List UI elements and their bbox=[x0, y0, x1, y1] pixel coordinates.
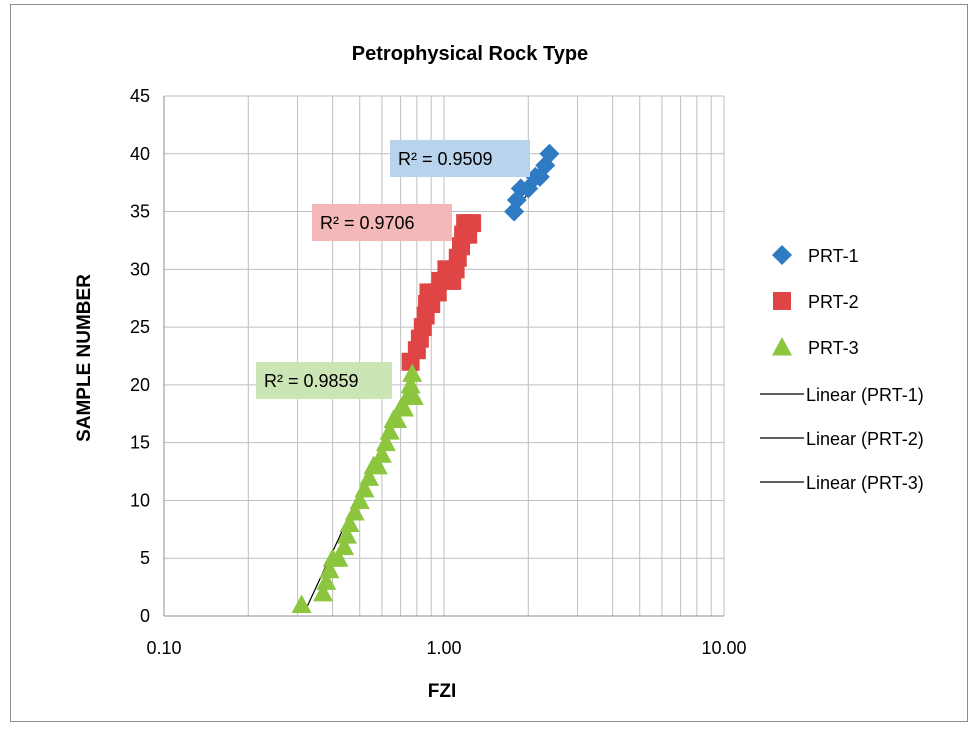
data-point-prt-3 bbox=[336, 525, 357, 544]
data-point-prt-3 bbox=[328, 548, 349, 567]
r2-label: R² = 0.9509 bbox=[398, 149, 493, 169]
legend-entry: PRT-2 bbox=[808, 292, 859, 312]
tick-labels: 0 5 10 15 20 25 30 35 40 45 0.10 1.00 10.00 bbox=[130, 86, 747, 658]
y-tick-label: 5 bbox=[140, 548, 150, 568]
data-point-prt-3 bbox=[387, 409, 408, 429]
legend: PRT-1 PRT-2 PRT-3 Linear (PRT-1) Linear (PRT… bbox=[760, 245, 924, 493]
data-point-prt-3 bbox=[339, 513, 360, 533]
y-tick-label: 35 bbox=[130, 202, 150, 222]
chart-frame bbox=[10, 4, 968, 722]
y-tick-label: 0 bbox=[140, 606, 150, 626]
data-point-prt-3 bbox=[394, 398, 415, 417]
r2-label: R² = 0.9706 bbox=[320, 213, 415, 233]
x-tick-label: 0.10 bbox=[146, 638, 181, 658]
data-point-prt-3 bbox=[403, 386, 424, 405]
data-point-prt-3 bbox=[371, 444, 392, 463]
legend-entry: Linear (PRT-1) bbox=[806, 385, 924, 405]
data-point-prt-3 bbox=[313, 582, 334, 602]
data-point-prt-3 bbox=[400, 374, 421, 394]
y-tick-label: 10 bbox=[130, 490, 150, 510]
x-tick-label: 1.00 bbox=[426, 638, 461, 658]
y-axis-title: SAMPLE NUMBER bbox=[74, 274, 95, 442]
data-points bbox=[291, 143, 560, 613]
r2-label-box bbox=[312, 204, 452, 241]
legend-entry: Linear (PRT-3) bbox=[806, 473, 924, 493]
data-point-prt-1 bbox=[539, 143, 560, 164]
data-point-prt-3 bbox=[359, 467, 380, 486]
data-point-prt-3 bbox=[319, 559, 340, 579]
grid bbox=[163, 95, 725, 617]
data-point-prt-3 bbox=[375, 432, 396, 452]
y-tick-label: 40 bbox=[130, 144, 150, 164]
legend-entry: Linear (PRT-2) bbox=[806, 429, 924, 449]
legend-entry: PRT-1 bbox=[808, 246, 859, 266]
data-point-prt-3 bbox=[334, 536, 355, 556]
r2-labels: R² = 0.9509 R² = 0.9706 R² = 0.9859 bbox=[256, 140, 530, 399]
x-tick-label: 10.00 bbox=[701, 638, 746, 658]
y-tick-label: 30 bbox=[130, 259, 150, 279]
data-point-prt-3 bbox=[291, 594, 312, 613]
y-tick-label: 20 bbox=[130, 375, 150, 395]
data-point-prt-3 bbox=[344, 502, 365, 521]
data-point-prt-3 bbox=[316, 571, 337, 590]
data-point-prt-3 bbox=[379, 421, 400, 440]
data-point-prt-3 bbox=[367, 455, 388, 475]
data-point-prt-3 bbox=[354, 478, 375, 498]
r2-label: R² = 0.9859 bbox=[264, 371, 359, 391]
r2-label-box bbox=[390, 140, 530, 177]
r2-label-box bbox=[256, 362, 392, 399]
y-tick-label: 25 bbox=[130, 317, 150, 337]
legend-marker-prt-2 bbox=[773, 292, 791, 310]
legend-entry: PRT-3 bbox=[808, 338, 859, 358]
y-tick-label: 15 bbox=[130, 433, 150, 453]
data-point-prt-3 bbox=[349, 490, 370, 509]
chart-title: Petrophysical Rock Type bbox=[352, 43, 588, 65]
x-axis-title: FZI bbox=[428, 681, 457, 702]
y-tick-label: 45 bbox=[130, 86, 150, 106]
data-point-prt-3 bbox=[402, 363, 423, 382]
data-point-prt-2 bbox=[463, 214, 482, 233]
legend-marker-prt-1 bbox=[772, 245, 792, 265]
legend-marker-prt-3 bbox=[772, 337, 792, 356]
